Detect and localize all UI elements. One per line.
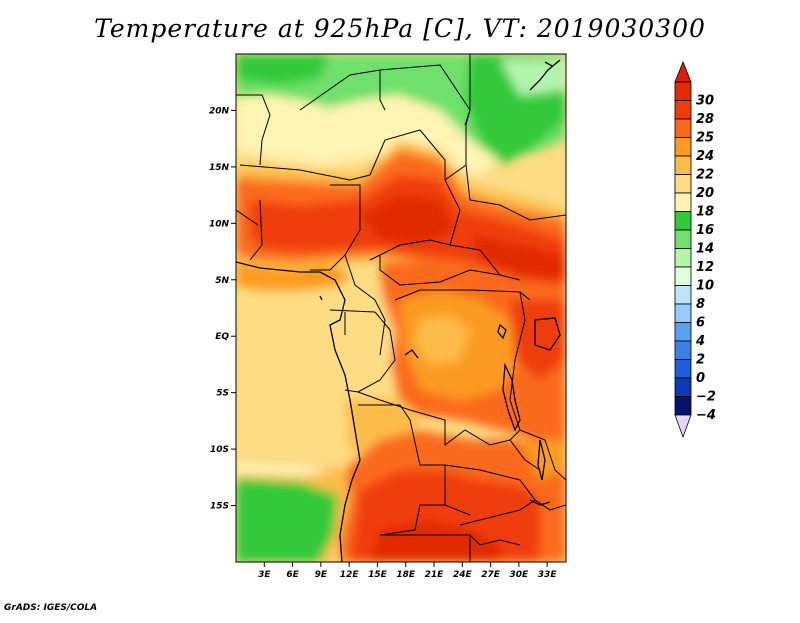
lon-tick-label: 6E — [286, 570, 299, 580]
lon-tick-label: 21E — [425, 570, 445, 580]
colorbar-swatch — [674, 322, 692, 342]
coastlines — [236, 59, 561, 562]
colorbar-label: 22 — [696, 168, 714, 183]
map-frame — [235, 53, 567, 563]
colorbar-label: 12 — [696, 260, 714, 275]
colorbar-label: 14 — [696, 242, 714, 257]
colorbar-swatch — [674, 192, 692, 212]
lon-tick-label: 3E — [258, 570, 271, 580]
colorbar-swatch — [674, 174, 692, 194]
lat-tick-label: 5N — [215, 276, 229, 286]
colorbar-swatch — [674, 100, 692, 120]
colorbar-swatch — [674, 137, 692, 157]
colorbar-label: 24 — [696, 149, 714, 164]
lat-tick-label: 15S — [210, 502, 229, 512]
map-title: Temperature at 925hPa [C], VT: 201903030… — [94, 14, 706, 43]
colorbar-label: 2 — [696, 353, 705, 368]
colorbar-label: 16 — [696, 223, 714, 238]
lon-tick-label: 27E — [481, 570, 501, 580]
colorbar-swatch — [674, 155, 692, 175]
colorbar-swatch — [674, 248, 692, 268]
lon-tick-label: 9E — [315, 570, 328, 580]
colorbar-label: 28 — [696, 112, 714, 127]
latitude-axis: 20N 15N 10N 5N EQ 5S 10S 15S — [209, 106, 236, 512]
colorbar-top-arrow — [674, 60, 692, 83]
longitude-axis: 3E 6E 9E 12E 15E 18E 21E 24E 27E 30E 33E — [258, 562, 557, 580]
lon-tick-label: 15E — [368, 570, 388, 580]
colorbar-swatch — [674, 340, 692, 360]
lat-tick-label: 10S — [210, 445, 229, 455]
temperature-field — [236, 54, 566, 562]
colorbar-swatch — [674, 377, 692, 397]
lat-tick-label: EQ — [215, 332, 229, 342]
colorbar-swatch — [674, 229, 692, 249]
colorbar-label: 25 — [696, 131, 714, 146]
lat-tick-label: 15N — [209, 163, 230, 173]
lat-tick-label: 10N — [209, 219, 230, 229]
colorbar-swatch — [674, 118, 692, 138]
grads-credit: GrADS: IGES/COLA — [4, 603, 98, 613]
colorbar-label: −4 — [696, 408, 716, 423]
colorbar-label: −2 — [696, 390, 716, 405]
colorbar-swatch — [674, 396, 692, 416]
colorbar-label: 6 — [696, 316, 705, 331]
colorbar-swatch — [674, 81, 692, 101]
lon-tick-label: 24E — [453, 570, 473, 580]
lon-tick-label: 33E — [538, 570, 558, 580]
colorbar-label: 10 — [696, 279, 714, 294]
colorbar-swatch — [674, 303, 692, 323]
colorbar-label: 30 — [696, 94, 714, 109]
colorbar-label: 18 — [696, 205, 714, 220]
colorbar-label: 0 — [696, 371, 705, 386]
colorbar-swatch — [674, 359, 692, 379]
colorbar-label: 20 — [696, 186, 714, 201]
lon-tick-label: 30E — [510, 570, 530, 580]
lon-tick-label: 18E — [396, 570, 416, 580]
colorbar-bottom-arrow — [674, 414, 692, 439]
colorbar-swatch — [674, 266, 692, 286]
colorbar-label: 4 — [695, 334, 705, 349]
colorbar-label: 8 — [696, 297, 705, 312]
lat-tick-label: 20N — [209, 106, 230, 116]
colorbar-swatch — [674, 211, 692, 231]
colorbar-swatch — [674, 285, 692, 305]
country-borders — [236, 54, 566, 562]
lon-tick-label: 12E — [340, 570, 360, 580]
lat-tick-label: 5S — [216, 389, 229, 399]
